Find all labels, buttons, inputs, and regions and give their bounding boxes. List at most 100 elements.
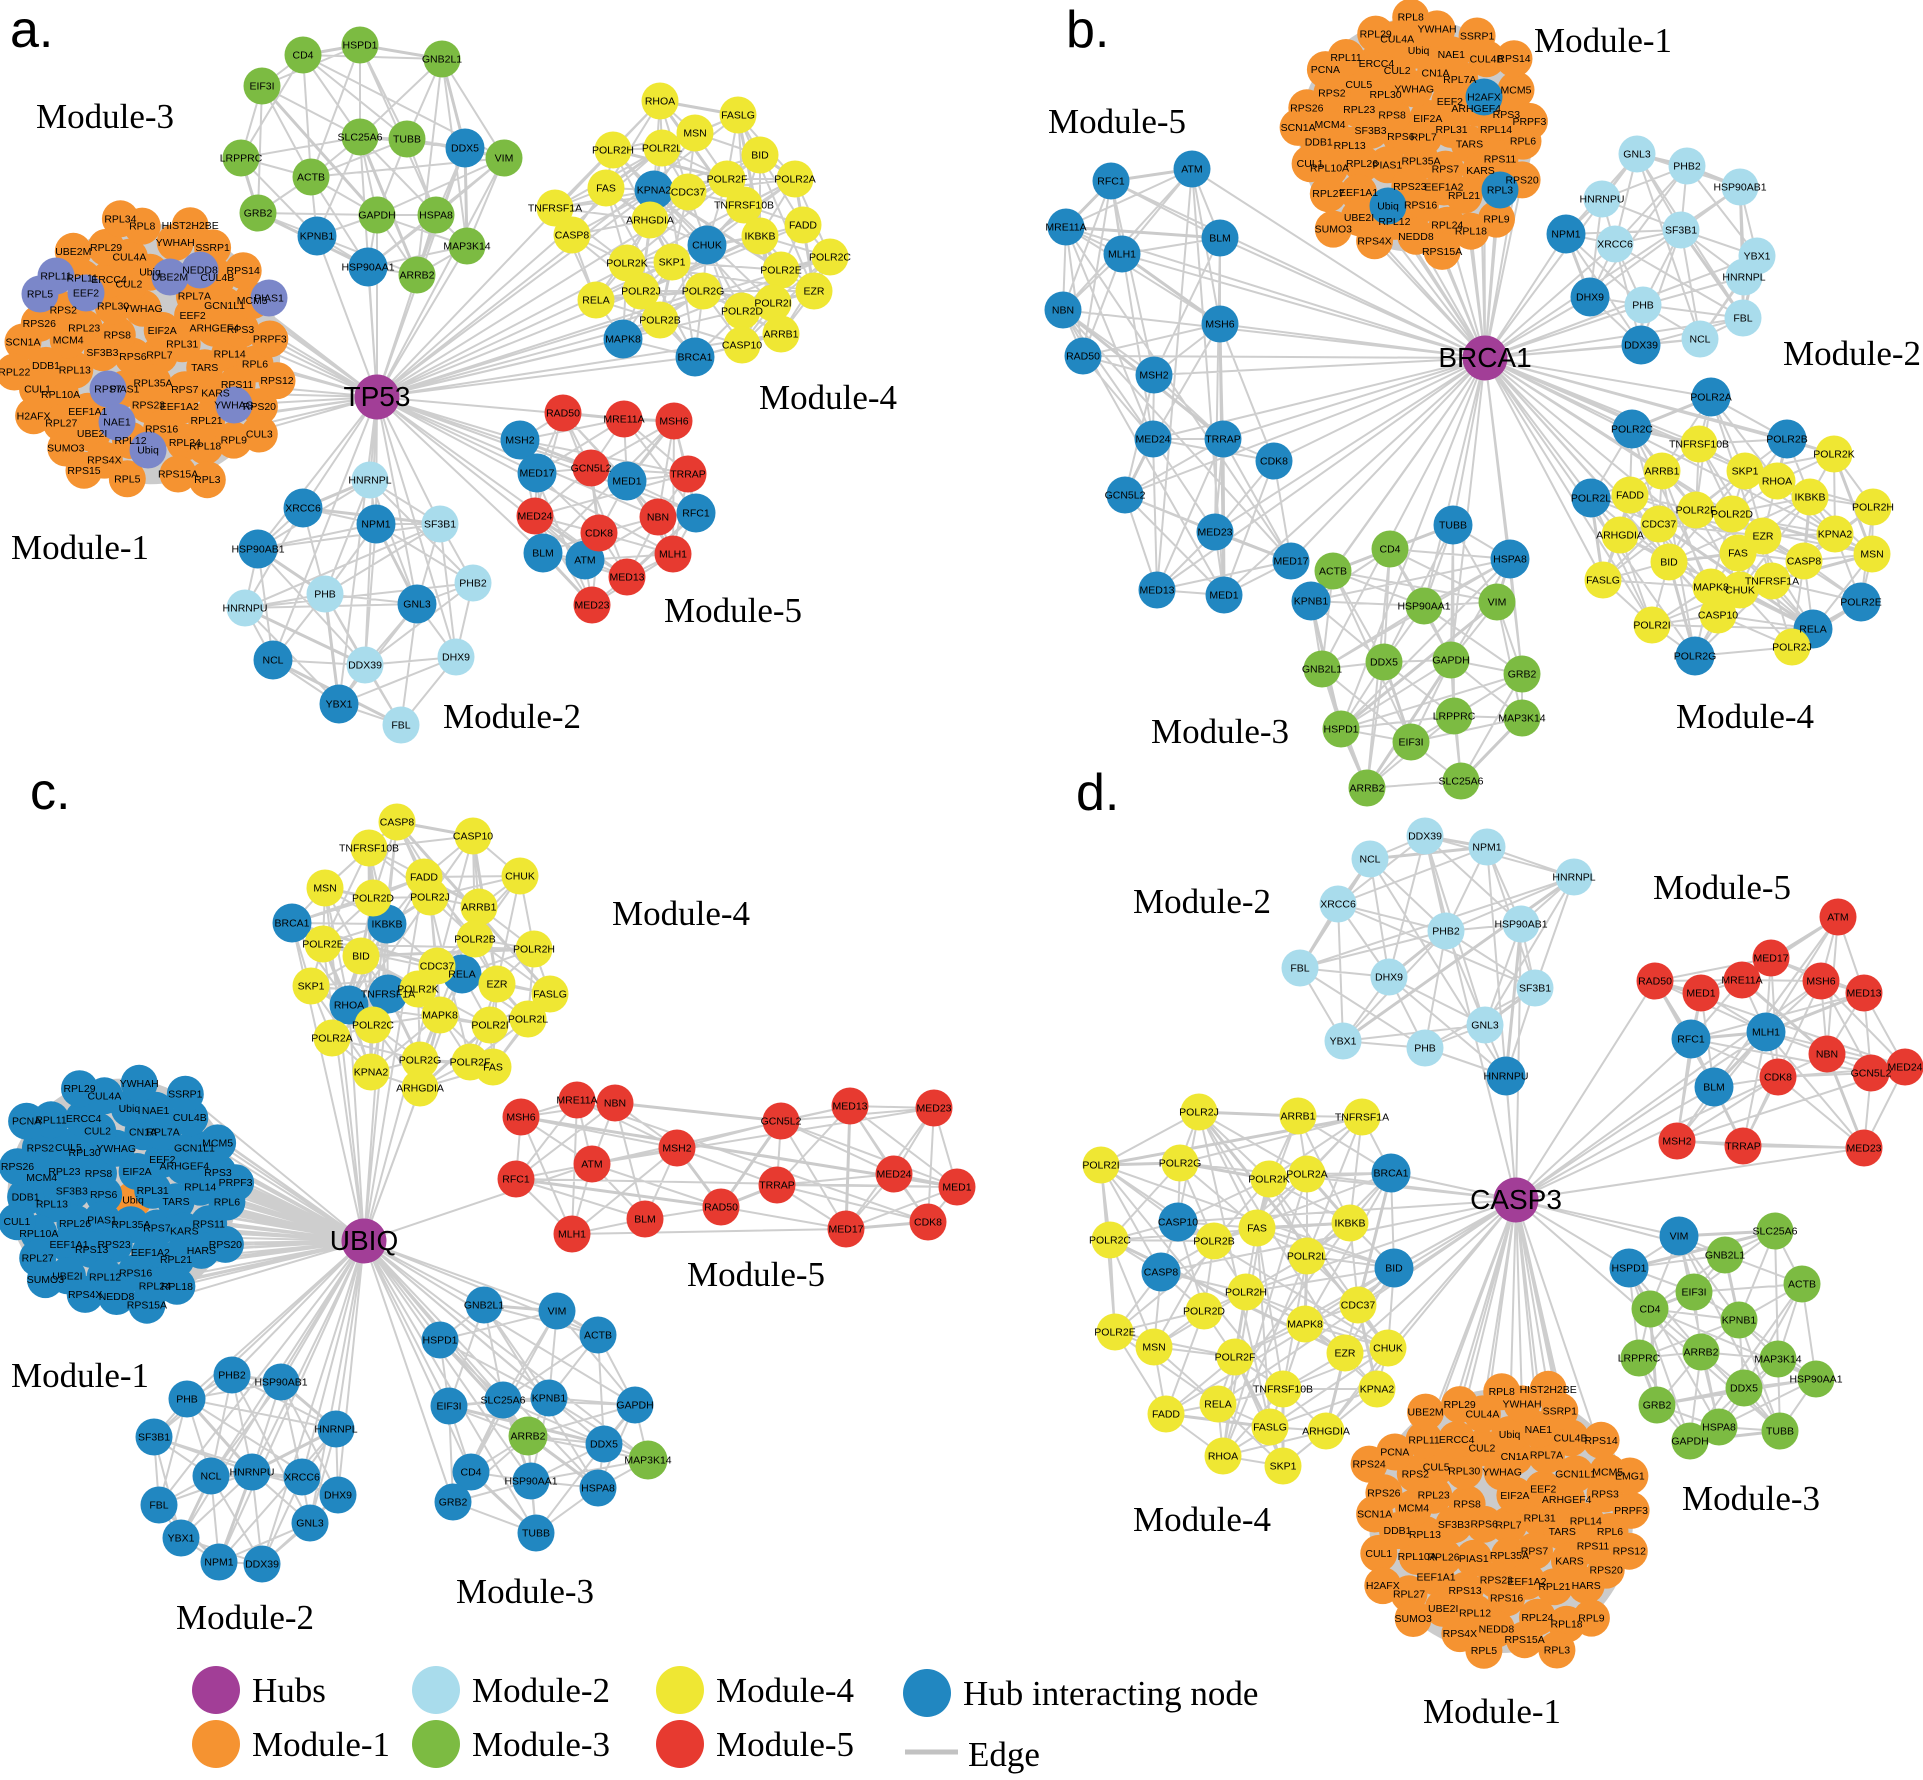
- svg-text:DDB1: DDB1: [12, 1192, 40, 1204]
- svg-text:KPNB1: KPNB1: [1294, 596, 1329, 608]
- svg-text:RPL29: RPL29: [90, 242, 122, 254]
- svg-text:GNL3: GNL3: [296, 1518, 324, 1530]
- svg-text:RPL27: RPL27: [22, 1253, 54, 1265]
- svg-text:TARS: TARS: [1456, 139, 1483, 151]
- svg-text:MCM4: MCM4: [1315, 119, 1346, 131]
- svg-text:SUMO3: SUMO3: [1315, 224, 1353, 236]
- svg-text:GRB2: GRB2: [439, 1497, 468, 1509]
- svg-text:HIST2H2BE: HIST2H2BE: [162, 220, 219, 232]
- svg-text:GCN1L1: GCN1L1: [1555, 1468, 1596, 1480]
- svg-text:CDK8: CDK8: [914, 1217, 942, 1229]
- svg-text:SF3B3: SF3B3: [1438, 1519, 1470, 1531]
- svg-text:RPS7: RPS7: [143, 1223, 171, 1235]
- svg-text:RPL6: RPL6: [242, 359, 268, 371]
- svg-text:MED24: MED24: [1135, 434, 1170, 446]
- svg-text:EEF2: EEF2: [73, 288, 99, 300]
- svg-text:FASLG: FASLG: [1253, 1422, 1287, 1434]
- svg-text:DDB1: DDB1: [1305, 137, 1333, 149]
- svg-text:RPL10A: RPL10A: [1398, 1551, 1437, 1563]
- svg-text:BID: BID: [1385, 1263, 1403, 1275]
- svg-text:RPS3: RPS3: [227, 324, 255, 336]
- svg-text:PHB2: PHB2: [218, 1370, 246, 1382]
- svg-text:CASP10: CASP10: [1698, 610, 1738, 622]
- svg-text:CDC37: CDC37: [1341, 1300, 1376, 1312]
- svg-text:TNFRSF10B: TNFRSF10B: [1669, 439, 1729, 451]
- svg-text:RPS8: RPS8: [1453, 1499, 1481, 1511]
- svg-text:H2AFX: H2AFX: [17, 410, 51, 422]
- svg-text:NEDD8: NEDD8: [1398, 231, 1434, 243]
- svg-text:DDX5: DDX5: [1730, 1383, 1758, 1395]
- svg-text:RPL12: RPL12: [89, 1271, 121, 1283]
- svg-text:RPS6: RPS6: [90, 1189, 118, 1201]
- svg-text:CDK8: CDK8: [1764, 1072, 1792, 1084]
- svg-text:GAPDH: GAPDH: [358, 210, 395, 222]
- svg-text:SLC25A6: SLC25A6: [481, 1395, 526, 1407]
- svg-text:POLR2C: POLR2C: [1611, 424, 1653, 436]
- svg-text:MSH2: MSH2: [662, 1143, 691, 1155]
- svg-text:CASP10: CASP10: [1158, 1217, 1198, 1229]
- svg-text:YWHAG: YWHAG: [96, 1143, 136, 1155]
- svg-text:UBE2I: UBE2I: [77, 428, 107, 440]
- svg-text:POLR2C: POLR2C: [1089, 1235, 1131, 1247]
- svg-text:RHOA: RHOA: [334, 1000, 364, 1012]
- svg-text:KPNA2: KPNA2: [637, 185, 672, 197]
- svg-text:TNFRSF10B: TNFRSF10B: [1253, 1384, 1313, 1396]
- svg-text:RHOA: RHOA: [645, 96, 675, 108]
- svg-text:RPL29: RPL29: [63, 1083, 95, 1095]
- svg-text:PCNA: PCNA: [1311, 64, 1340, 76]
- svg-text:FASLG: FASLG: [721, 110, 755, 122]
- svg-text:POLR2L: POLR2L: [642, 143, 682, 155]
- svg-text:MCM4: MCM4: [26, 1172, 57, 1184]
- svg-text:GRB2: GRB2: [1508, 669, 1537, 681]
- svg-text:HSP90AB1: HSP90AB1: [254, 1377, 307, 1389]
- svg-text:LRPPRC: LRPPRC: [1618, 1353, 1661, 1365]
- svg-text:Module-3: Module-3: [472, 1725, 610, 1764]
- svg-text:Module-3: Module-3: [456, 1572, 594, 1611]
- svg-text:PHB: PHB: [176, 1394, 198, 1406]
- svg-text:RPL23: RPL23: [1418, 1490, 1450, 1502]
- svg-text:MED24: MED24: [876, 1169, 911, 1181]
- svg-text:TUBB: TUBB: [393, 134, 421, 146]
- svg-text:CHUK: CHUK: [1373, 1343, 1403, 1355]
- svg-text:FASLG: FASLG: [1586, 575, 1620, 587]
- svg-text:POLR2K: POLR2K: [606, 258, 647, 270]
- svg-text:KPNB1: KPNB1: [300, 231, 335, 243]
- svg-text:MED13: MED13: [609, 572, 644, 584]
- svg-text:UBE2I: UBE2I: [1428, 1603, 1458, 1615]
- svg-text:ACTB: ACTB: [584, 1330, 612, 1342]
- svg-text:SSRP1: SSRP1: [168, 1089, 203, 1101]
- svg-text:POLR2D: POLR2D: [1183, 1306, 1225, 1318]
- svg-text:TNFRSF1A: TNFRSF1A: [1745, 576, 1799, 588]
- svg-text:ARRB1: ARRB1: [1280, 1111, 1315, 1123]
- svg-text:GNL3: GNL3: [403, 599, 431, 611]
- svg-text:RPL9: RPL9: [221, 435, 247, 447]
- svg-text:RPL7A: RPL7A: [1443, 74, 1476, 86]
- svg-text:CDC37: CDC37: [671, 187, 706, 199]
- svg-text:Module-5: Module-5: [687, 1255, 825, 1294]
- svg-text:RPS2: RPS2: [1318, 88, 1346, 100]
- svg-text:RPS7: RPS7: [1432, 164, 1460, 176]
- svg-text:CUL4B: CUL4B: [1554, 1432, 1588, 1444]
- svg-text:XRCC6: XRCC6: [1597, 239, 1633, 251]
- svg-text:KARS: KARS: [1555, 1555, 1584, 1567]
- svg-text:PHB: PHB: [1414, 1043, 1436, 1055]
- svg-text:YWHAH: YWHAH: [1502, 1398, 1541, 1410]
- svg-text:RAD50: RAD50: [1066, 351, 1100, 363]
- svg-text:ATM: ATM: [1827, 912, 1848, 924]
- svg-text:SSRP1: SSRP1: [1543, 1406, 1578, 1418]
- svg-text:EMG1: EMG1: [1615, 1471, 1645, 1483]
- svg-text:MSH6: MSH6: [1205, 319, 1234, 331]
- svg-text:MED1: MED1: [612, 476, 641, 488]
- svg-text:RPS20: RPS20: [1590, 1565, 1623, 1577]
- svg-text:RPL5: RPL5: [27, 289, 53, 301]
- svg-text:RPL30: RPL30: [97, 300, 129, 312]
- svg-text:FAS: FAS: [1728, 548, 1748, 560]
- svg-text:ATM: ATM: [574, 555, 595, 567]
- svg-text:GAPDH: GAPDH: [616, 1400, 653, 1412]
- svg-text:VIM: VIM: [1670, 1231, 1689, 1243]
- svg-text:GCN5L2: GCN5L2: [1851, 1068, 1892, 1080]
- svg-text:RPS20: RPS20: [209, 1239, 242, 1251]
- svg-text:TARS: TARS: [1549, 1526, 1576, 1538]
- svg-text:ARRB2: ARRB2: [1349, 783, 1384, 795]
- svg-text:KPNA2: KPNA2: [1818, 529, 1853, 541]
